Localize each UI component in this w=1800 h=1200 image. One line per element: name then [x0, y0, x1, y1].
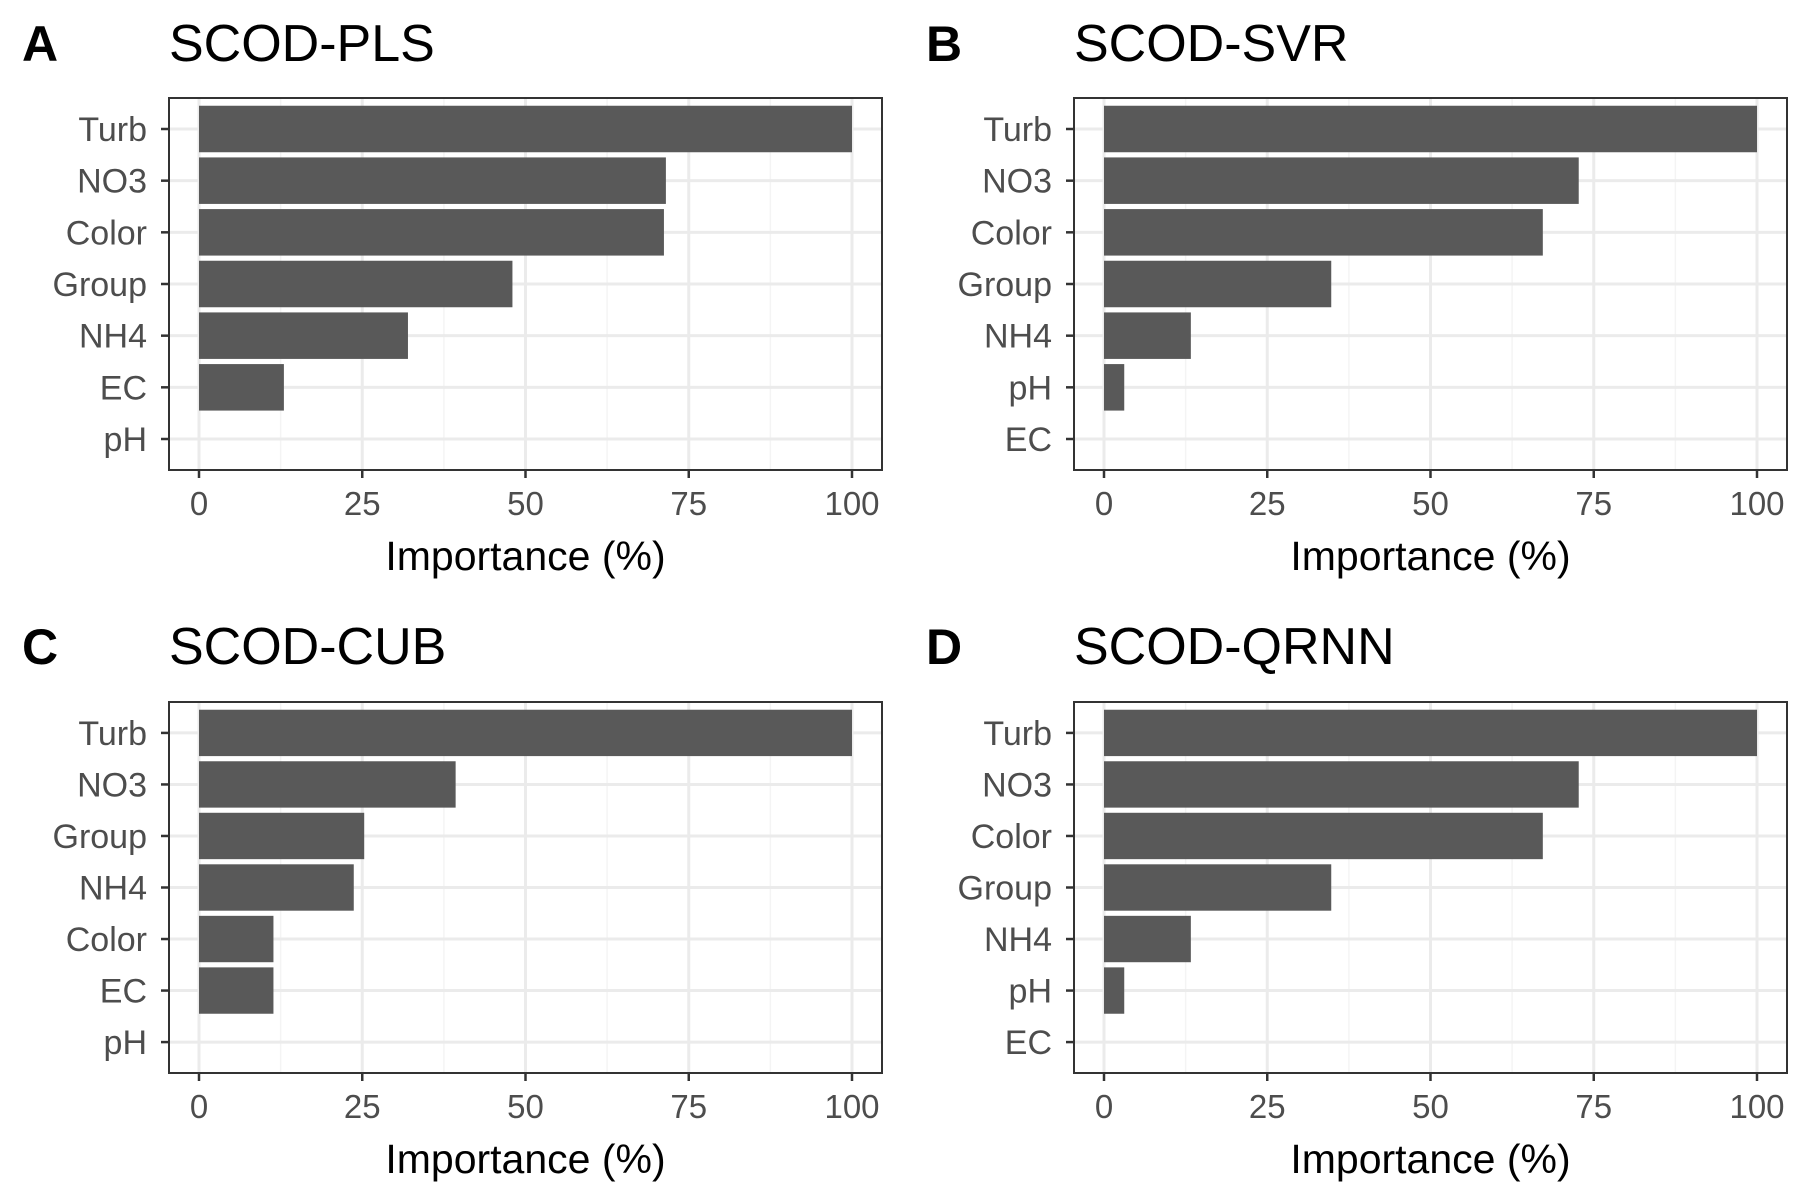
y-tick-label: pH — [1009, 973, 1052, 1011]
y-tick-label: Turb — [78, 715, 147, 753]
bar-no3 — [199, 157, 666, 204]
y-tick-label: NH4 — [79, 318, 147, 356]
panel-title: SCOD-SVR — [1074, 15, 1348, 73]
x-tick-label: 100 — [824, 485, 879, 522]
x-tick-label: 75 — [1575, 485, 1612, 522]
y-tick-label: Turb — [983, 111, 1052, 149]
panel-a: Turb NO3 Color Group NH4 EC pH 0 25 50 75 100 Import… — [22, 15, 883, 579]
y-tick-label: Group — [958, 266, 1053, 304]
bar-nh4 — [1104, 312, 1191, 359]
y-tick-label: NO3 — [77, 163, 147, 201]
x-tick-label: 100 — [1729, 485, 1784, 522]
panel-c: Turb NO3 Group NH4 Color EC pH 0 25 50 75 100 Import… — [22, 618, 883, 1182]
panel-b: Turb NO3 Color Group NH4 pH EC 0 25 50 75 100 Import… — [926, 15, 1788, 579]
panel-letter: C — [22, 619, 58, 675]
x-axis-label: Importance (%) — [1290, 1136, 1570, 1182]
y-tick-label: NH4 — [984, 921, 1052, 959]
x-tick-label: 75 — [670, 485, 707, 522]
bar-nh4 — [199, 312, 408, 359]
bar-turb — [1104, 105, 1757, 153]
bar-group — [199, 260, 513, 308]
x-tick-label: 50 — [1412, 1088, 1449, 1125]
bar-group — [1104, 864, 1332, 911]
y-tick-label: EC — [1005, 1024, 1052, 1062]
x-tick-label: 0 — [190, 1088, 208, 1125]
panel-title: SCOD-QRNN — [1074, 618, 1395, 676]
panel-d: Turb NO3 Color Group NH4 pH EC 0 25 50 75 100 Import… — [926, 618, 1788, 1182]
x-tick-label: 75 — [670, 1088, 707, 1125]
bar-ec — [199, 967, 274, 1014]
bar-nh4 — [1104, 915, 1191, 963]
y-tick-label: pH — [104, 1024, 147, 1062]
y-tick-label: Color — [66, 214, 147, 252]
y-tick-label: pH — [104, 421, 147, 459]
y-tick-label: NO3 — [77, 766, 147, 804]
bar-no3 — [1104, 157, 1579, 204]
x-tick-label: 100 — [824, 1088, 879, 1125]
bar-color — [199, 915, 274, 963]
y-tick-label: EC — [1005, 421, 1052, 459]
x-axis-label: Importance (%) — [385, 533, 665, 579]
bar-group — [1104, 260, 1332, 308]
y-tick-label: Group — [53, 266, 148, 304]
panel-title: SCOD-CUB — [169, 618, 446, 676]
y-tick-label: Color — [971, 818, 1052, 856]
x-axis-label: Importance (%) — [385, 1136, 665, 1182]
y-tick-label: NO3 — [982, 766, 1052, 804]
x-tick-label: 25 — [344, 1088, 381, 1125]
x-tick-label: 100 — [1729, 1088, 1784, 1125]
bar-ph — [1104, 364, 1125, 411]
y-tick-label: Turb — [983, 715, 1052, 753]
y-tick-label: pH — [1009, 369, 1052, 407]
bar-turb — [1104, 709, 1757, 757]
x-tick-label: 25 — [1249, 485, 1286, 522]
x-tick-label: 0 — [1095, 485, 1113, 522]
y-tick-label: NH4 — [984, 318, 1052, 356]
bar-color — [1104, 209, 1543, 256]
y-tick-label: Color — [66, 921, 147, 959]
x-tick-label: 50 — [1412, 485, 1449, 522]
x-tick-label: 25 — [344, 485, 381, 522]
bar-group — [199, 812, 365, 860]
y-tick-label: Group — [958, 870, 1053, 908]
x-tick-label: 50 — [507, 485, 544, 522]
bar-color — [199, 209, 664, 256]
x-tick-label: 50 — [507, 1088, 544, 1125]
y-tick-label: Turb — [78, 111, 147, 149]
x-tick-label: 0 — [190, 485, 208, 522]
bar-no3 — [1104, 761, 1579, 808]
y-tick-label: EC — [100, 973, 147, 1011]
x-tick-label: 25 — [1249, 1088, 1286, 1125]
y-tick-label: NO3 — [982, 163, 1052, 201]
y-tick-label: Group — [53, 818, 148, 856]
bar-turb — [199, 105, 852, 153]
x-tick-label: 0 — [1095, 1088, 1113, 1125]
bar-ph — [1104, 967, 1125, 1014]
bar-no3 — [199, 761, 456, 808]
x-tick-label: 75 — [1575, 1088, 1612, 1125]
bar-ec — [199, 364, 284, 411]
panel-letter: D — [926, 619, 962, 675]
panel-letter: B — [926, 16, 962, 72]
y-tick-label: EC — [100, 369, 147, 407]
panel-letter: A — [22, 16, 58, 72]
x-axis-label: Importance (%) — [1290, 533, 1570, 579]
bar-turb — [199, 709, 852, 757]
bar-nh4 — [199, 864, 354, 911]
y-tick-label: NH4 — [79, 870, 147, 908]
panel-title: SCOD-PLS — [169, 15, 435, 73]
y-tick-label: Color — [971, 214, 1052, 252]
bar-color — [1104, 812, 1543, 860]
